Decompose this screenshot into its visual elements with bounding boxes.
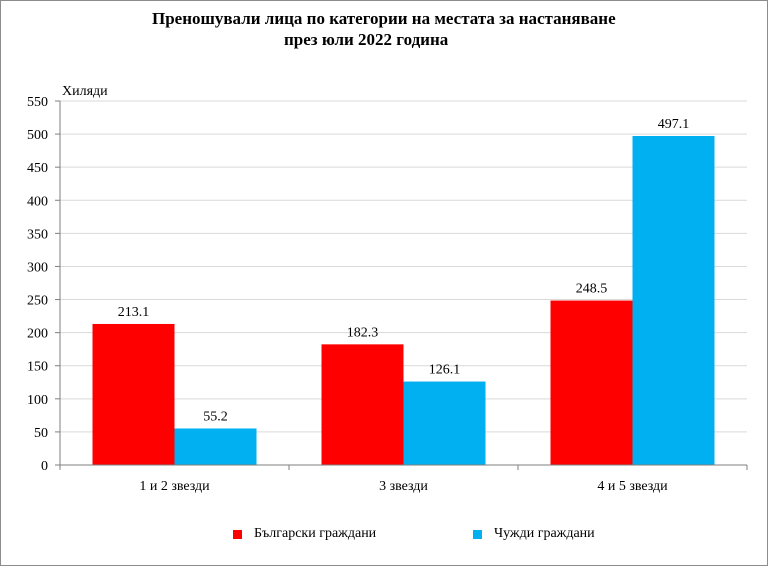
y-tick-label: 200	[27, 327, 48, 342]
chart-title-line-2: през юли 2022 година	[284, 30, 449, 49]
x-tick-label: 1 и 2 звезди	[139, 479, 210, 494]
bars	[92, 136, 715, 465]
x-tick-label: 4 и 5 звезди	[597, 479, 668, 494]
y-tick-label: 50	[34, 426, 48, 441]
x-tick-label: 3 звезди	[379, 479, 428, 494]
legend-label-foreign: Чужди граждани	[494, 526, 595, 541]
y-tick-label: 100	[27, 393, 48, 408]
bar	[403, 381, 486, 465]
y-tick-labels: 0 50 100 150 200 250 300 350 400 450 500 550	[27, 95, 48, 474]
bar	[174, 428, 257, 465]
chart-title-line-1: Преношували лица по категории на местата…	[152, 9, 616, 28]
y-tick-label: 500	[27, 128, 48, 143]
bar	[92, 323, 175, 465]
legend-label-bulgarian: Български граждани	[254, 526, 377, 541]
y-tick-label: 350	[27, 227, 48, 242]
bar	[550, 300, 633, 465]
bar	[321, 344, 404, 465]
y-tick-label: 450	[27, 161, 48, 176]
x-tick-labels: 1 и 2 звезди 3 звезди 4 и 5 звезди	[139, 479, 668, 494]
legend: Български граждани Чужди граждани	[0, 526, 768, 546]
value-label: 55.2	[203, 409, 228, 424]
value-label: 248.5	[576, 282, 608, 297]
legend-swatch-foreign	[473, 529, 482, 539]
value-label: 213.1	[118, 305, 150, 320]
value-label: 497.1	[658, 117, 690, 132]
y-axis-label: Хиляди	[62, 84, 108, 99]
y-tick-label: 150	[27, 360, 48, 375]
value-label: 126.1	[429, 363, 461, 378]
y-tick-label: 550	[27, 95, 48, 110]
y-tick-label: 400	[27, 194, 48, 209]
y-tick-label: 300	[27, 260, 48, 275]
legend-swatch-bulgarian	[233, 529, 242, 539]
value-labels: 213.1 55.2 182.3 126.1 248.5 497.1	[118, 117, 690, 424]
legend-item-bulgarian: Български граждани	[233, 526, 376, 542]
value-label: 182.3	[347, 325, 379, 340]
y-tick-label: 250	[27, 294, 48, 309]
y-tick-label: 0	[41, 459, 48, 474]
legend-item-foreign: Чужди граждани	[473, 526, 595, 542]
bar	[632, 136, 715, 465]
